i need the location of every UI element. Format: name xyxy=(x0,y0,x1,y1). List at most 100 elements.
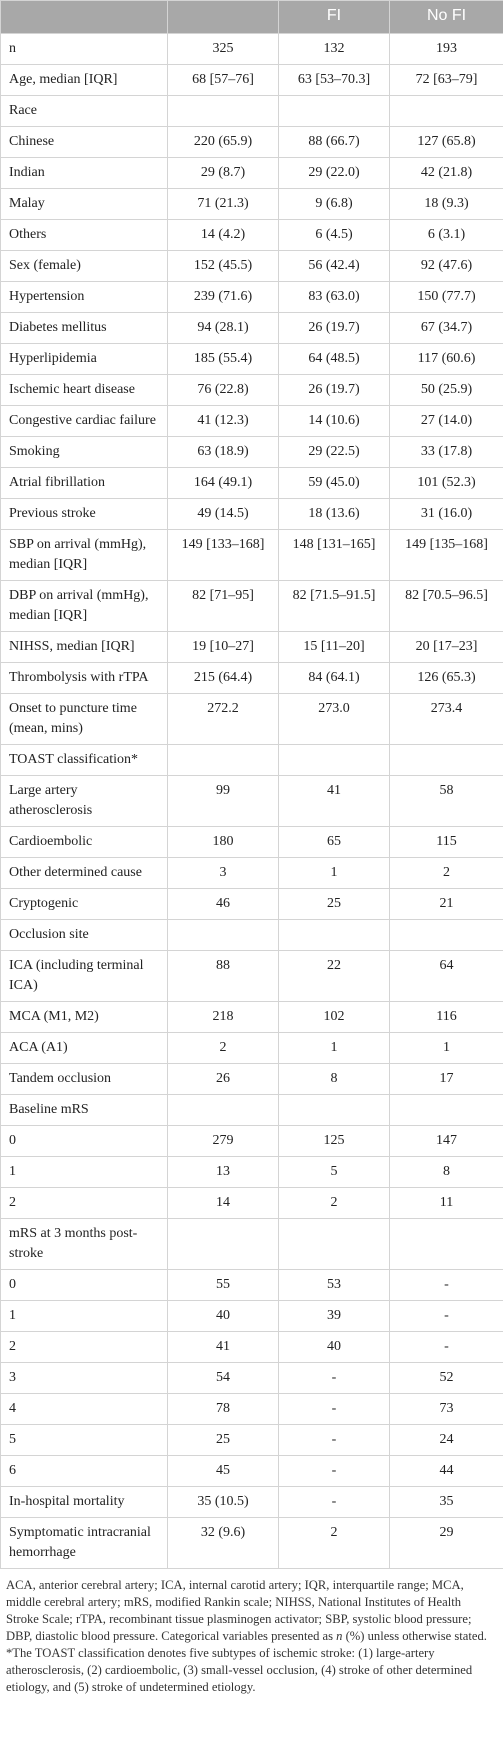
row-label: 1 xyxy=(0,1300,168,1332)
row-label: Tandem occlusion xyxy=(0,1063,168,1095)
table-row: Others 14 (4.2) 6 (4.5) 6 (3.1) xyxy=(0,219,503,251)
row-label: Smoking xyxy=(0,436,168,468)
value-cell: 29 (22.5) xyxy=(278,436,390,468)
value-cell xyxy=(167,95,279,127)
value-cell: 78 xyxy=(167,1393,279,1425)
value-cell: 2 xyxy=(278,1517,390,1569)
row-label: Previous stroke xyxy=(0,498,168,530)
table-row: In-hospital mortality 35 (10.5) -35 xyxy=(0,1486,503,1518)
value-cell: 127 (65.8) xyxy=(389,126,503,158)
table-row: Hypertension 239 (71.6) 83 (63.0) 150 (77.7… xyxy=(0,281,503,313)
value-cell: 132 xyxy=(278,33,390,65)
table-row: Ischemic heart disease 76 (22.8) 26 (19.7)… xyxy=(0,374,503,406)
value-cell: 82 [71–95] xyxy=(167,580,279,632)
value-cell: 53 xyxy=(278,1269,390,1301)
value-cell: 220 (65.9) xyxy=(167,126,279,158)
row-label: ICA (including terminal ICA) xyxy=(0,950,168,1002)
value-cell: 6 (3.1) xyxy=(389,219,503,251)
table-row: TOAST classification* xyxy=(0,744,503,776)
value-cell: 17 xyxy=(389,1063,503,1095)
row-label: Other determined cause xyxy=(0,857,168,889)
value-cell: 88 xyxy=(167,950,279,1002)
row-label: TOAST classification* xyxy=(0,744,168,776)
row-label: In-hospital mortality xyxy=(0,1486,168,1518)
value-cell: 272.2 xyxy=(167,693,279,745)
row-label: NIHSS, median [IQR] xyxy=(0,631,168,663)
value-cell: 92 (47.6) xyxy=(389,250,503,282)
value-cell: 8 xyxy=(278,1063,390,1095)
value-cell: 67 (34.7) xyxy=(389,312,503,344)
value-cell: 14 xyxy=(167,1187,279,1219)
table-row: mRS at 3 months post-stroke xyxy=(0,1218,503,1270)
value-cell: - xyxy=(389,1331,503,1363)
value-cell: 6 (4.5) xyxy=(278,219,390,251)
value-cell: 1 xyxy=(389,1032,503,1064)
row-label: 1 xyxy=(0,1156,168,1188)
value-cell: 13 xyxy=(167,1156,279,1188)
row-label: Diabetes mellitus xyxy=(0,312,168,344)
table-row: SBP on arrival (mmHg), median [IQR] 149 [… xyxy=(0,529,503,581)
table-row: Sex (female) 152 (45.5) 56 (42.4) 92 (47.6) xyxy=(0,250,503,282)
row-label: Sex (female) xyxy=(0,250,168,282)
value-cell: 82 [71.5–91.5] xyxy=(278,580,390,632)
row-label: DBP on arrival (mmHg), median [IQR] xyxy=(0,580,168,632)
value-cell: 185 (55.4) xyxy=(167,343,279,375)
value-cell xyxy=(278,95,390,127)
row-label: Hypertension xyxy=(0,281,168,313)
row-label: 4 xyxy=(0,1393,168,1425)
value-cell: 26 (19.7) xyxy=(278,374,390,406)
value-cell: - xyxy=(278,1486,390,1518)
value-cell: 150 (77.7) xyxy=(389,281,503,313)
row-label: n xyxy=(0,33,168,65)
value-cell: 41 xyxy=(167,1331,279,1363)
row-label: Onset to puncture time (mean, mins) xyxy=(0,693,168,745)
table-row: Thrombolysis with rTPA 215 (64.4) 84 (64.1… xyxy=(0,662,503,694)
value-cell: 125 xyxy=(278,1125,390,1157)
value-cell: 72 [63–79] xyxy=(389,64,503,96)
table-row: Occlusion site xyxy=(0,919,503,951)
row-label: 0 xyxy=(0,1269,168,1301)
value-cell: 52 xyxy=(389,1362,503,1394)
table-row: 1 40 39- xyxy=(0,1300,503,1332)
header-cell: No FI xyxy=(389,0,503,34)
table-row: Age, median [IQR] 68 [57–76] 63 [53–70.3] 7… xyxy=(0,64,503,96)
value-cell: 64 xyxy=(389,950,503,1002)
value-cell: 24 xyxy=(389,1424,503,1456)
header-cell xyxy=(0,0,168,34)
value-cell: 42 (21.8) xyxy=(389,157,503,189)
value-cell: 149 [133–168] xyxy=(167,529,279,581)
value-cell: 76 (22.8) xyxy=(167,374,279,406)
value-cell xyxy=(167,1094,279,1126)
value-cell: 33 (17.8) xyxy=(389,436,503,468)
value-cell xyxy=(389,95,503,127)
data-table: FI No FI n 325 132 193 Age, median [IQR] 68 [… xyxy=(0,0,503,1569)
value-cell: 11 xyxy=(389,1187,503,1219)
value-cell: 27 (14.0) xyxy=(389,405,503,437)
value-cell xyxy=(278,744,390,776)
row-label: Atrial fibrillation xyxy=(0,467,168,499)
row-label: Ischemic heart disease xyxy=(0,374,168,406)
row-label: MCA (M1, M2) xyxy=(0,1001,168,1033)
table-row: MCA (M1, M2) 218 102 116 xyxy=(0,1001,503,1033)
table-row: n 325 132 193 xyxy=(0,33,503,65)
table-row: Cryptogenic 46 25 21 xyxy=(0,888,503,920)
value-cell xyxy=(389,919,503,951)
table-row: ICA (including terminal ICA) 88 22 64 xyxy=(0,950,503,1002)
value-cell: 55 xyxy=(167,1269,279,1301)
value-cell: 1 xyxy=(278,857,390,889)
value-cell: 25 xyxy=(167,1424,279,1456)
table-row: Indian 29 (8.7) 29 (22.0) 42 (21.8) xyxy=(0,157,503,189)
value-cell: 149 [135–168] xyxy=(389,529,503,581)
row-label: Congestive cardiac failure xyxy=(0,405,168,437)
value-cell xyxy=(389,1218,503,1270)
header-cell: FI xyxy=(278,0,390,34)
value-cell: 8 xyxy=(389,1156,503,1188)
row-label: Thrombolysis with rTPA xyxy=(0,662,168,694)
value-cell xyxy=(167,1218,279,1270)
value-cell: 152 (45.5) xyxy=(167,250,279,282)
value-cell: 46 xyxy=(167,888,279,920)
value-cell: 40 xyxy=(278,1331,390,1363)
row-label: 5 xyxy=(0,1424,168,1456)
row-label: Age, median [IQR] xyxy=(0,64,168,96)
value-cell: 215 (64.4) xyxy=(167,662,279,694)
